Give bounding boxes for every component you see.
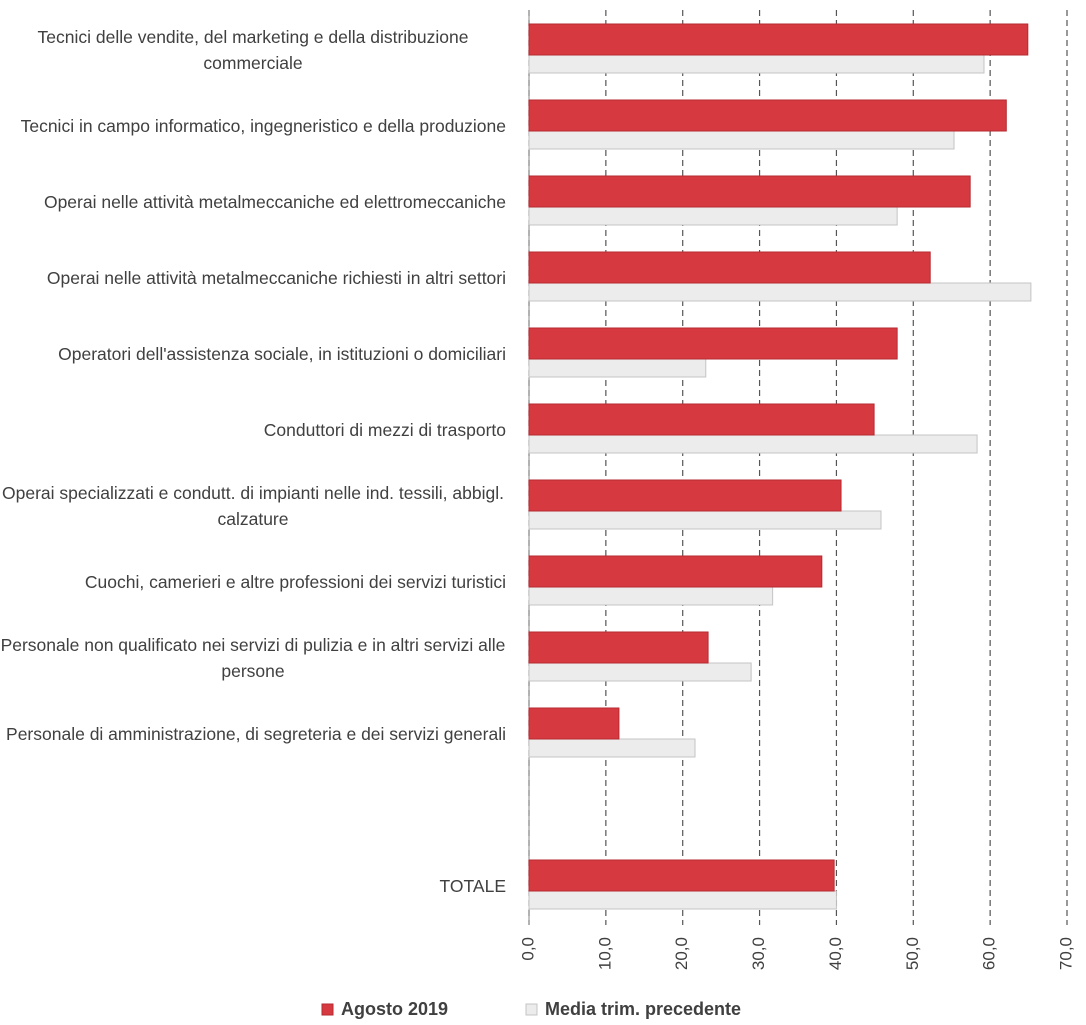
category-label: Operai specializzati e condutt. di impia…	[0, 480, 506, 532]
legend-label: Agosto 2019	[341, 999, 448, 1019]
category-label: Tecnici in campo informatico, ingegneris…	[0, 113, 506, 139]
category-text: Personale di amministrazione, di segrete…	[6, 724, 506, 744]
x-tick-label: 30,0	[749, 937, 768, 970]
x-tick-label: 20,0	[672, 937, 691, 970]
bar	[528, 206, 898, 226]
bar	[528, 99, 1007, 132]
x-tick-label: 40,0	[826, 937, 845, 970]
category-text: Conduttori di mezzi di trasporto	[263, 420, 506, 440]
category-text: Personale non qualificato nei servizi di…	[0, 635, 506, 681]
bar	[528, 54, 985, 74]
bar	[528, 662, 752, 682]
bar	[528, 890, 837, 910]
x-tick-label: 70,0	[1056, 937, 1075, 970]
category-text: Cuochi, camerieri e altre professioni de…	[84, 572, 506, 592]
bar	[528, 738, 696, 758]
category-text: Operatori dell'assistenza sociale, in is…	[58, 344, 506, 364]
x-tick-label: 10,0	[595, 937, 614, 970]
category-label: Cuochi, camerieri e altre professioni de…	[0, 569, 506, 595]
bar	[528, 282, 1032, 302]
bar	[528, 510, 882, 530]
category-label: Personale di amministrazione, di segrete…	[0, 721, 506, 747]
bar	[528, 479, 842, 512]
category-label: Operai nelle attività metalmeccaniche ri…	[0, 265, 506, 291]
category-label: TOTALE	[0, 873, 506, 899]
bar	[528, 555, 823, 588]
bar	[528, 358, 707, 378]
bar	[528, 434, 978, 454]
bar	[528, 859, 835, 892]
bar	[528, 130, 955, 150]
bar	[528, 251, 931, 284]
bar	[528, 631, 709, 664]
legend-label: Media trim. precedente	[545, 999, 741, 1019]
category-label: Operai nelle attività metalmeccaniche ed…	[0, 189, 506, 215]
category-text: Operai nelle attività metalmeccaniche ed…	[43, 192, 506, 212]
category-text: Tecnici delle vendite, del marketing e d…	[37, 27, 469, 73]
bar	[528, 403, 875, 436]
category-text: Operai nelle attività metalmeccaniche ri…	[46, 268, 506, 288]
category-label: Personale non qualificato nei servizi di…	[0, 632, 506, 684]
category-text: Tecnici in campo informatico, ingegneris…	[20, 116, 506, 136]
legend-swatch	[525, 1003, 538, 1016]
x-tick-label: 60,0	[980, 937, 999, 970]
x-tick-label: 0,0	[518, 937, 537, 961]
bar	[528, 23, 1029, 56]
category-label: Operatori dell'assistenza sociale, in is…	[0, 341, 506, 367]
bar	[528, 586, 774, 606]
legend-swatch	[321, 1003, 334, 1016]
bar	[528, 175, 971, 208]
bar	[528, 707, 620, 740]
category-text: Operai specializzati e condutt. di impia…	[2, 483, 504, 529]
category-text: TOTALE	[439, 876, 506, 896]
bar	[528, 327, 898, 360]
category-label: Tecnici delle vendite, del marketing e d…	[0, 24, 506, 76]
x-tick-label: 50,0	[903, 937, 922, 970]
category-label: Conduttori di mezzi di trasporto	[0, 417, 506, 443]
